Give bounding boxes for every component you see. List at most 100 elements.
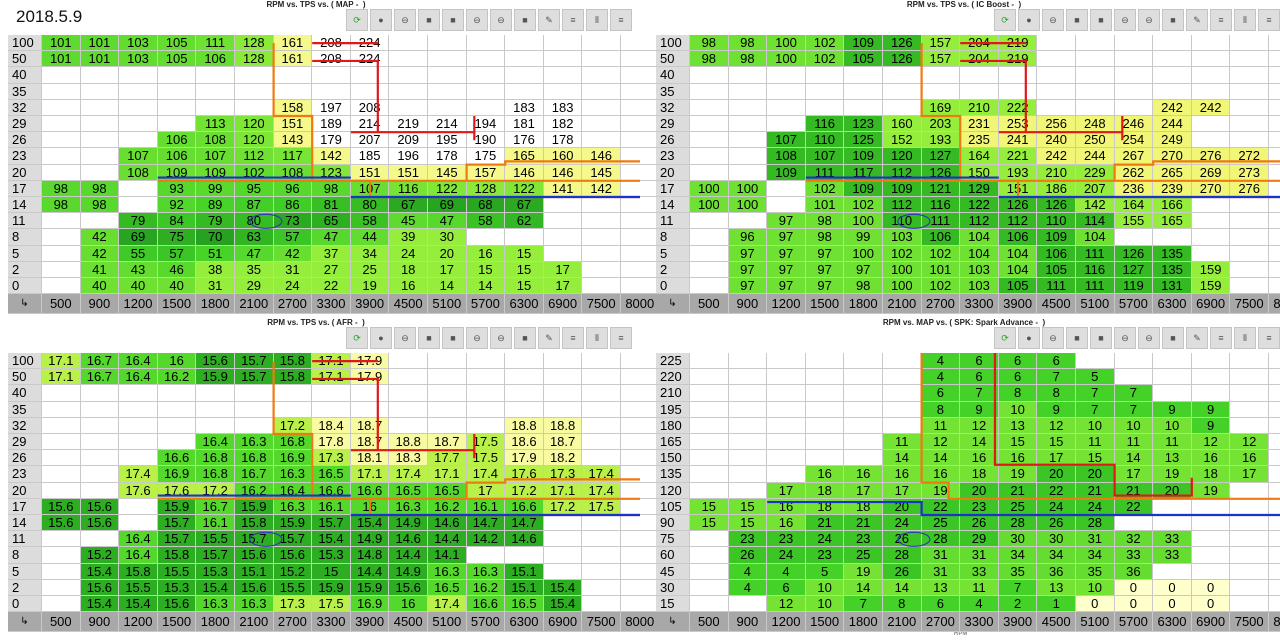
- table-cell[interactable]: 15.9: [273, 515, 313, 532]
- table-cell[interactable]: 98: [728, 35, 768, 52]
- table-cell[interactable]: [1269, 197, 1280, 214]
- table-cell[interactable]: 15: [728, 515, 768, 532]
- table-cell[interactable]: [42, 563, 81, 580]
- table-cell[interactable]: 239: [1153, 180, 1192, 197]
- table-cell[interactable]: 17: [844, 482, 883, 499]
- table-cell[interactable]: [42, 466, 81, 483]
- table-cell[interactable]: 34: [998, 547, 1038, 564]
- table-cell[interactable]: 106: [921, 229, 961, 246]
- table-cell[interactable]: 15.1: [505, 579, 544, 596]
- table-cell[interactable]: [1269, 579, 1280, 596]
- columns-icon[interactable]: ⦀: [586, 327, 608, 349]
- table-cell[interactable]: 190: [466, 132, 506, 149]
- table-cell[interactable]: 15.5: [273, 579, 313, 596]
- table-cell[interactable]: [690, 369, 729, 386]
- table-cell[interactable]: 107: [119, 148, 158, 165]
- table-cell[interactable]: 6: [921, 596, 961, 613]
- table-cell[interactable]: [1191, 385, 1231, 402]
- table-cell[interactable]: [1230, 579, 1269, 596]
- table-cell[interactable]: 18: [805, 498, 845, 515]
- table-cell[interactable]: [582, 401, 621, 418]
- table-cell[interactable]: 182: [543, 116, 583, 133]
- table-cell[interactable]: 46: [157, 261, 197, 278]
- table-cell[interactable]: [466, 99, 506, 116]
- table-cell[interactable]: [505, 35, 544, 52]
- table-cell[interactable]: 135: [1153, 245, 1192, 262]
- table-cell[interactable]: [119, 498, 158, 515]
- table-cell[interactable]: 161: [273, 51, 313, 68]
- table-cell[interactable]: 16.1: [196, 515, 235, 532]
- table-cell[interactable]: [1230, 213, 1269, 230]
- table-cell[interactable]: [505, 229, 544, 246]
- table-cell[interactable]: [119, 450, 158, 467]
- table-cell[interactable]: 100: [844, 245, 883, 262]
- table-cell[interactable]: 42: [80, 229, 120, 246]
- table-cell[interactable]: 160: [883, 116, 922, 133]
- table-cell[interactable]: 159: [1191, 278, 1231, 295]
- table-cell[interactable]: [728, 596, 768, 613]
- table-cell[interactable]: 126: [883, 35, 922, 52]
- table-cell[interactable]: 15: [728, 498, 768, 515]
- square-icon[interactable]: ■: [418, 9, 440, 31]
- table-cell[interactable]: [1230, 385, 1269, 402]
- table-cell[interactable]: 15.7: [157, 531, 197, 548]
- table-cell[interactable]: 20: [1076, 466, 1115, 483]
- table-cell[interactable]: 104: [998, 245, 1038, 262]
- refresh-icon[interactable]: ⟳: [994, 327, 1016, 349]
- table-cell[interactable]: [543, 515, 583, 532]
- table-cell[interactable]: [1269, 515, 1280, 532]
- table-cell[interactable]: 16.6: [350, 482, 390, 499]
- table-cell[interactable]: 44: [350, 229, 390, 246]
- table-cell[interactable]: [80, 164, 120, 181]
- table-cell[interactable]: 19: [844, 563, 883, 580]
- table-cell[interactable]: 15.6: [42, 515, 81, 532]
- table-cell[interactable]: 142: [312, 148, 351, 165]
- table-cell[interactable]: [582, 596, 621, 613]
- table-cell[interactable]: [350, 401, 390, 418]
- table-cell[interactable]: 21: [998, 482, 1038, 499]
- table-cell[interactable]: [767, 197, 806, 214]
- table-cell[interactable]: [1191, 353, 1231, 370]
- table-cell[interactable]: 219: [998, 51, 1038, 68]
- table-cell[interactable]: 6: [767, 579, 806, 596]
- table-cell[interactable]: 17.1: [312, 353, 351, 370]
- table-cell[interactable]: 107: [196, 148, 235, 165]
- corner-icon[interactable]: ↳: [656, 294, 690, 315]
- table-cell[interactable]: [1230, 353, 1269, 370]
- table-cell[interactable]: 15.4: [543, 579, 583, 596]
- table-cell[interactable]: 276: [1191, 148, 1231, 165]
- table-cell[interactable]: 112: [998, 213, 1038, 230]
- table-cell[interactable]: 17.2: [273, 417, 313, 434]
- table-cell[interactable]: 8: [1037, 385, 1076, 402]
- table-cell[interactable]: 241: [998, 132, 1038, 149]
- table-cell[interactable]: [998, 67, 1038, 84]
- table-cell[interactable]: 73: [273, 213, 313, 230]
- table-cell[interactable]: 6: [960, 353, 999, 370]
- table-cell[interactable]: [80, 67, 120, 84]
- table-cell[interactable]: [157, 116, 197, 133]
- table-cell[interactable]: 87: [235, 197, 274, 214]
- table-cell[interactable]: [42, 450, 81, 467]
- table-cell[interactable]: [80, 482, 120, 499]
- table-cell[interactable]: 26: [1037, 515, 1076, 532]
- table-cell[interactable]: 102: [235, 164, 274, 181]
- table-cell[interactable]: 1: [1037, 596, 1076, 613]
- table-cell[interactable]: [1076, 83, 1115, 100]
- table-cell[interactable]: 208: [312, 35, 351, 52]
- table-cell[interactable]: [1153, 515, 1192, 532]
- table-cell[interactable]: [582, 99, 621, 116]
- table-cell[interactable]: [582, 83, 621, 100]
- table-cell[interactable]: 11: [1114, 434, 1154, 451]
- table-cell[interactable]: 31: [921, 563, 961, 580]
- table-cell[interactable]: 18.8: [505, 417, 544, 434]
- table-cell[interactable]: 79: [119, 213, 158, 230]
- table-cell[interactable]: 195: [428, 132, 467, 149]
- table-cell[interactable]: [805, 417, 845, 434]
- table-cell[interactable]: [1037, 51, 1076, 68]
- table-cell[interactable]: 98: [805, 229, 845, 246]
- table-cell[interactable]: [582, 547, 621, 564]
- table-cell[interactable]: 7: [998, 579, 1038, 596]
- table-cell[interactable]: 157: [921, 35, 961, 52]
- table-cell[interactable]: [428, 385, 467, 402]
- table-cell[interactable]: 214: [428, 116, 467, 133]
